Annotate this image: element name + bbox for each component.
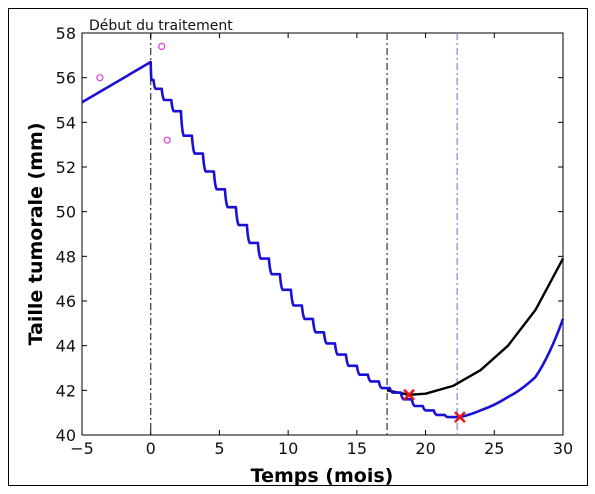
y-tick-label: 48 bbox=[56, 247, 76, 266]
series-group bbox=[81, 60, 565, 419]
x-tick-label: −5 bbox=[70, 439, 94, 458]
observation-point-2 bbox=[163, 136, 171, 144]
series-line-model bbox=[81, 60, 565, 419]
x-tick-label: 20 bbox=[415, 439, 435, 458]
y-tick-label: 46 bbox=[56, 292, 76, 311]
observation-point-0 bbox=[96, 74, 104, 82]
minimum-markers bbox=[403, 388, 466, 424]
y-tick-label: 44 bbox=[56, 337, 76, 356]
y-tick-label: 56 bbox=[56, 69, 76, 88]
observation-points bbox=[96, 42, 171, 144]
y-tick-label: 54 bbox=[56, 113, 76, 132]
x-tick-label: 5 bbox=[214, 439, 224, 458]
minimum-marker-0 bbox=[403, 388, 415, 401]
x-tick-label: 15 bbox=[347, 439, 367, 458]
minimum-marker-1 bbox=[454, 411, 466, 424]
y-tick-label: 52 bbox=[56, 158, 76, 177]
treatment-annotation: Début du traitement bbox=[89, 18, 233, 34]
x-tick-label: 10 bbox=[278, 439, 298, 458]
y-tick-label: 40 bbox=[56, 426, 76, 445]
vertical-reference-lines bbox=[150, 33, 458, 435]
y-tick-label: 50 bbox=[56, 203, 76, 222]
observation-point-1 bbox=[158, 42, 166, 51]
y-tick-label: 42 bbox=[56, 381, 76, 400]
x-tick-label: 0 bbox=[146, 439, 156, 458]
x-tick-label: 30 bbox=[553, 439, 573, 458]
y-axis-title: Taille tumorale (mm) bbox=[25, 123, 47, 346]
axis-ticks: −5 0 5 10 15 20 25 30 40 42 44 46 48 50 52 54 56 58 bbox=[56, 24, 574, 458]
x-axis-title: Temps (mois) bbox=[251, 465, 394, 487]
x-tick-label: 25 bbox=[484, 439, 504, 458]
series-line-projection bbox=[386, 258, 565, 396]
plot-area bbox=[81, 32, 564, 436]
y-tick-label: 58 bbox=[56, 24, 76, 43]
